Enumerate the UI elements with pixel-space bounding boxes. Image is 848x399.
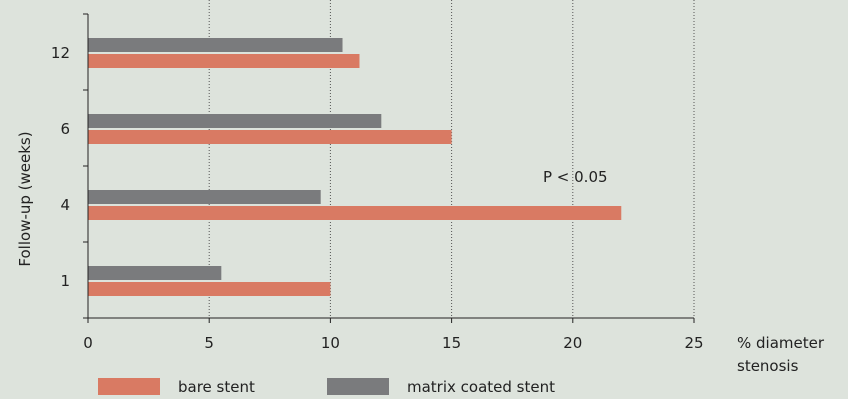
y-tick-label: 6 — [60, 120, 70, 138]
bar-bare-stent-week-6 — [88, 130, 452, 144]
y-ticks: 1 4 6 12 — [51, 13, 88, 319]
legend: bare stent matrix coated stent — [98, 378, 555, 396]
bar-bare-stent-week-4 — [88, 206, 622, 220]
x-tick-label: 25 — [684, 334, 703, 352]
legend-swatch-bare-stent — [98, 378, 160, 395]
y-tick-label: 1 — [60, 272, 70, 290]
x-axis-title-line-2: stenosis — [737, 357, 799, 375]
gridlines — [208, 0, 695, 318]
x-ticks: 0 5 10 15 20 25 — [83, 318, 704, 352]
x-tick-label: 0 — [83, 334, 93, 352]
bar-matrix-coated-stent-week-4 — [88, 190, 321, 204]
x-axis-title: % diameter stenosis — [737, 334, 829, 375]
bar-matrix-coated-stent-week-12 — [88, 38, 343, 52]
legend-label: bare stent — [178, 378, 255, 396]
bars — [88, 38, 622, 296]
bar-matrix-coated-stent-week-1 — [88, 266, 222, 280]
x-tick-label: 10 — [321, 334, 340, 352]
legend-label: matrix coated stent — [407, 378, 555, 396]
bar-bare-stent-week-12 — [88, 54, 360, 68]
x-axis-title-line-1: % diameter — [737, 334, 825, 352]
y-tick-label: 4 — [60, 196, 70, 214]
annotations: P < 0.05 — [543, 168, 608, 186]
x-tick-label: 5 — [204, 334, 214, 352]
legend-swatch-matrix-coated-stent — [327, 378, 389, 395]
x-tick-label: 20 — [563, 334, 582, 352]
x-tick-label: 15 — [442, 334, 461, 352]
bar-bare-stent-week-1 — [88, 282, 331, 296]
y-tick-label: 12 — [51, 44, 70, 62]
annotation-p-value: P < 0.05 — [543, 168, 608, 186]
y-axis-title: Follow-up (weeks) — [16, 131, 34, 266]
bar-matrix-coated-stent-week-6 — [88, 114, 382, 128]
